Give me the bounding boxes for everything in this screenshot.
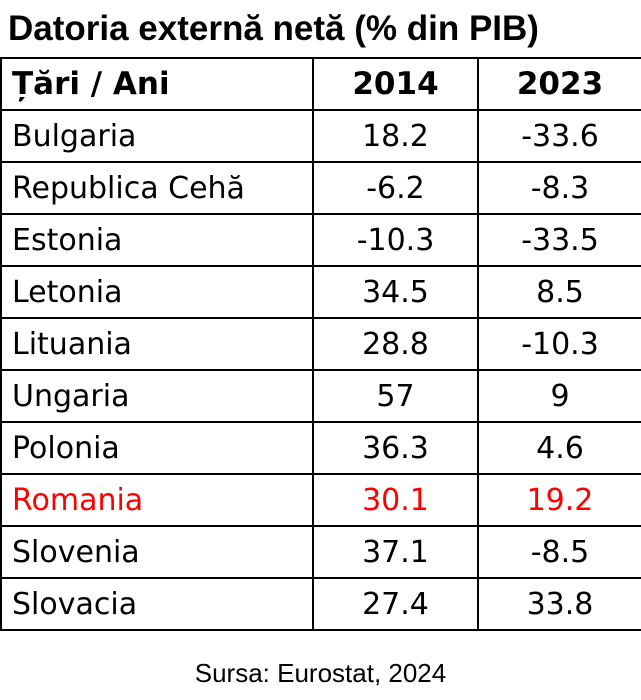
value-cell-2023: -8.3: [477, 161, 641, 215]
column-header-2023: 2023: [477, 57, 641, 111]
value-cell-2023: -10.3: [477, 317, 641, 371]
country-cell: Slovacia: [0, 577, 314, 631]
country-cell: Republica Cehă: [0, 161, 314, 215]
table-row: Slovacia 27.4 33.8: [0, 577, 641, 631]
table-row: Bulgaria 18.2 -33.6: [0, 109, 641, 163]
value-cell-2023: -33.5: [477, 213, 641, 267]
table-row: Romania 30.1 19.2: [0, 473, 641, 527]
value-cell-2014: 27.4: [312, 577, 479, 631]
value-cell-2014: 36.3: [312, 421, 479, 475]
table-row: Slovenia 37.1 -8.5: [0, 525, 641, 579]
value-cell-2014: 34.5: [312, 265, 479, 319]
value-cell-2014: 57: [312, 369, 479, 423]
value-cell-2023: 4.6: [477, 421, 641, 475]
source-note: Sursa: Eurostat, 2024: [194, 658, 447, 688]
country-cell: Estonia: [0, 213, 314, 267]
value-cell-2023: 33.8: [477, 577, 641, 631]
value-cell-2023: 9: [477, 369, 641, 423]
country-cell: Letonia: [0, 265, 314, 319]
table-row: Letonia 34.5 8.5: [0, 265, 641, 319]
value-cell-2023: 8.5: [477, 265, 641, 319]
value-cell-2014: -10.3: [312, 213, 479, 267]
data-table: Țări / Ani 2014 2023 Bulgaria 18.2 -33.6 Re…: [0, 57, 641, 631]
value-cell-2014: 30.1: [312, 473, 479, 527]
table-row: Lituania 28.8 -10.3: [0, 317, 641, 371]
table-row: Republica Cehă -6.2 -8.3: [0, 161, 641, 215]
value-cell-2023: -33.6: [477, 109, 641, 163]
table-body: Bulgaria 18.2 -33.6 Republica Cehă -6.2 -8.3 E…: [0, 109, 641, 631]
chart-title: Datoria externă netă (% din PIB): [8, 9, 539, 48]
country-cell: Slovenia: [0, 525, 314, 579]
column-header-country: Țări / Ani: [0, 57, 314, 111]
value-cell-2014: -6.2: [312, 161, 479, 215]
value-cell-2014: 37.1: [312, 525, 479, 579]
value-cell-2023: 19.2: [477, 473, 641, 527]
value-cell-2023: -8.5: [477, 525, 641, 579]
value-cell-2014: 18.2: [312, 109, 479, 163]
country-cell: Bulgaria: [0, 109, 314, 163]
value-cell-2014: 28.8: [312, 317, 479, 371]
table-row: Ungaria 57 9: [0, 369, 641, 423]
country-cell: Lituania: [0, 317, 314, 371]
table-row: Polonia 36.3 4.6: [0, 421, 641, 475]
column-header-2014: 2014: [312, 57, 479, 111]
header-row: Țări / Ani 2014 2023: [0, 57, 641, 111]
country-cell: Ungaria: [0, 369, 314, 423]
table-row: Estonia -10.3 -33.5: [0, 213, 641, 267]
country-cell: Polonia: [0, 421, 314, 475]
country-cell: Romania: [0, 473, 314, 527]
